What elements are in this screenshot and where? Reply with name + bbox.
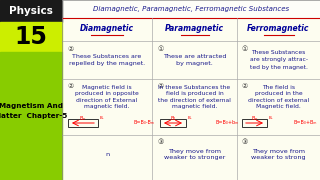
Bar [0, 0, 62, 180]
Text: ②: ② [157, 83, 163, 89]
Text: In these Substances the
field is produced in
the direction of external
magnetic : In these Substances the field is produce… [158, 85, 231, 109]
Text: These Substances are
repelled by the magnet.: These Substances are repelled by the mag… [69, 54, 145, 66]
Text: Diamagnetic, Paramagnetic, Ferromagnetic Substances: Diamagnetic, Paramagnetic, Ferromagnetic… [93, 6, 289, 12]
Bar [68, 119, 98, 127]
Bar [0, 22, 62, 52]
Text: Paramagnetic: Paramagnetic [165, 24, 224, 33]
Text: These Substances
are strongly attrac-
ted by the magnet.: These Substances are strongly attrac- te… [250, 51, 308, 69]
Text: Magnetism And
Matter  Chapter-5: Magnetism And Matter Chapter-5 [0, 103, 68, 119]
Text: ①: ① [242, 46, 248, 52]
Text: ②: ② [242, 83, 248, 89]
Text: 15: 15 [15, 25, 47, 49]
Text: Magnetic field is
produced in opposite
direction of External
magnetic field.: Magnetic field is produced in opposite d… [75, 85, 139, 109]
Bar [0, 52, 62, 180]
Text: The field is
produced in the
direction of external
Magnetic field.: The field is produced in the direction o… [248, 85, 309, 109]
Text: They move from
weaker to stronger: They move from weaker to stronger [164, 148, 225, 161]
Text: Bₘ: Bₘ [251, 116, 258, 121]
Text: B₀: B₀ [188, 116, 193, 120]
Bar [62, 0, 320, 18]
Bar [62, 0, 320, 180]
Text: ②: ② [67, 83, 73, 89]
Text: ②: ② [67, 46, 73, 52]
Bar [0, 0, 62, 22]
Text: n: n [105, 152, 109, 157]
Text: They move from
weaker to strong: They move from weaker to strong [251, 148, 306, 161]
Text: Diamagnetic: Diamagnetic [80, 24, 134, 33]
Text: B=B₀+bₘ: B=B₀+bₘ [215, 120, 239, 125]
Text: Bₘ: Bₘ [80, 116, 86, 121]
Text: Physics: Physics [9, 6, 53, 16]
Text: ③: ③ [157, 139, 163, 145]
Bar [242, 119, 267, 127]
Text: B=B₀+Bₘ: B=B₀+Bₘ [293, 120, 317, 125]
Text: B=B₀-Bₘ: B=B₀-Bₘ [133, 120, 155, 125]
Bar [160, 119, 186, 127]
Text: Ferromagnetic: Ferromagnetic [247, 24, 310, 33]
Text: ①: ① [157, 46, 163, 52]
Text: These are attracted
by magnet.: These are attracted by magnet. [163, 54, 226, 66]
Text: B₀: B₀ [269, 116, 274, 120]
Text: B₀: B₀ [100, 116, 105, 120]
Text: ③: ③ [242, 139, 248, 145]
Text: B₁: B₁ [170, 116, 176, 121]
